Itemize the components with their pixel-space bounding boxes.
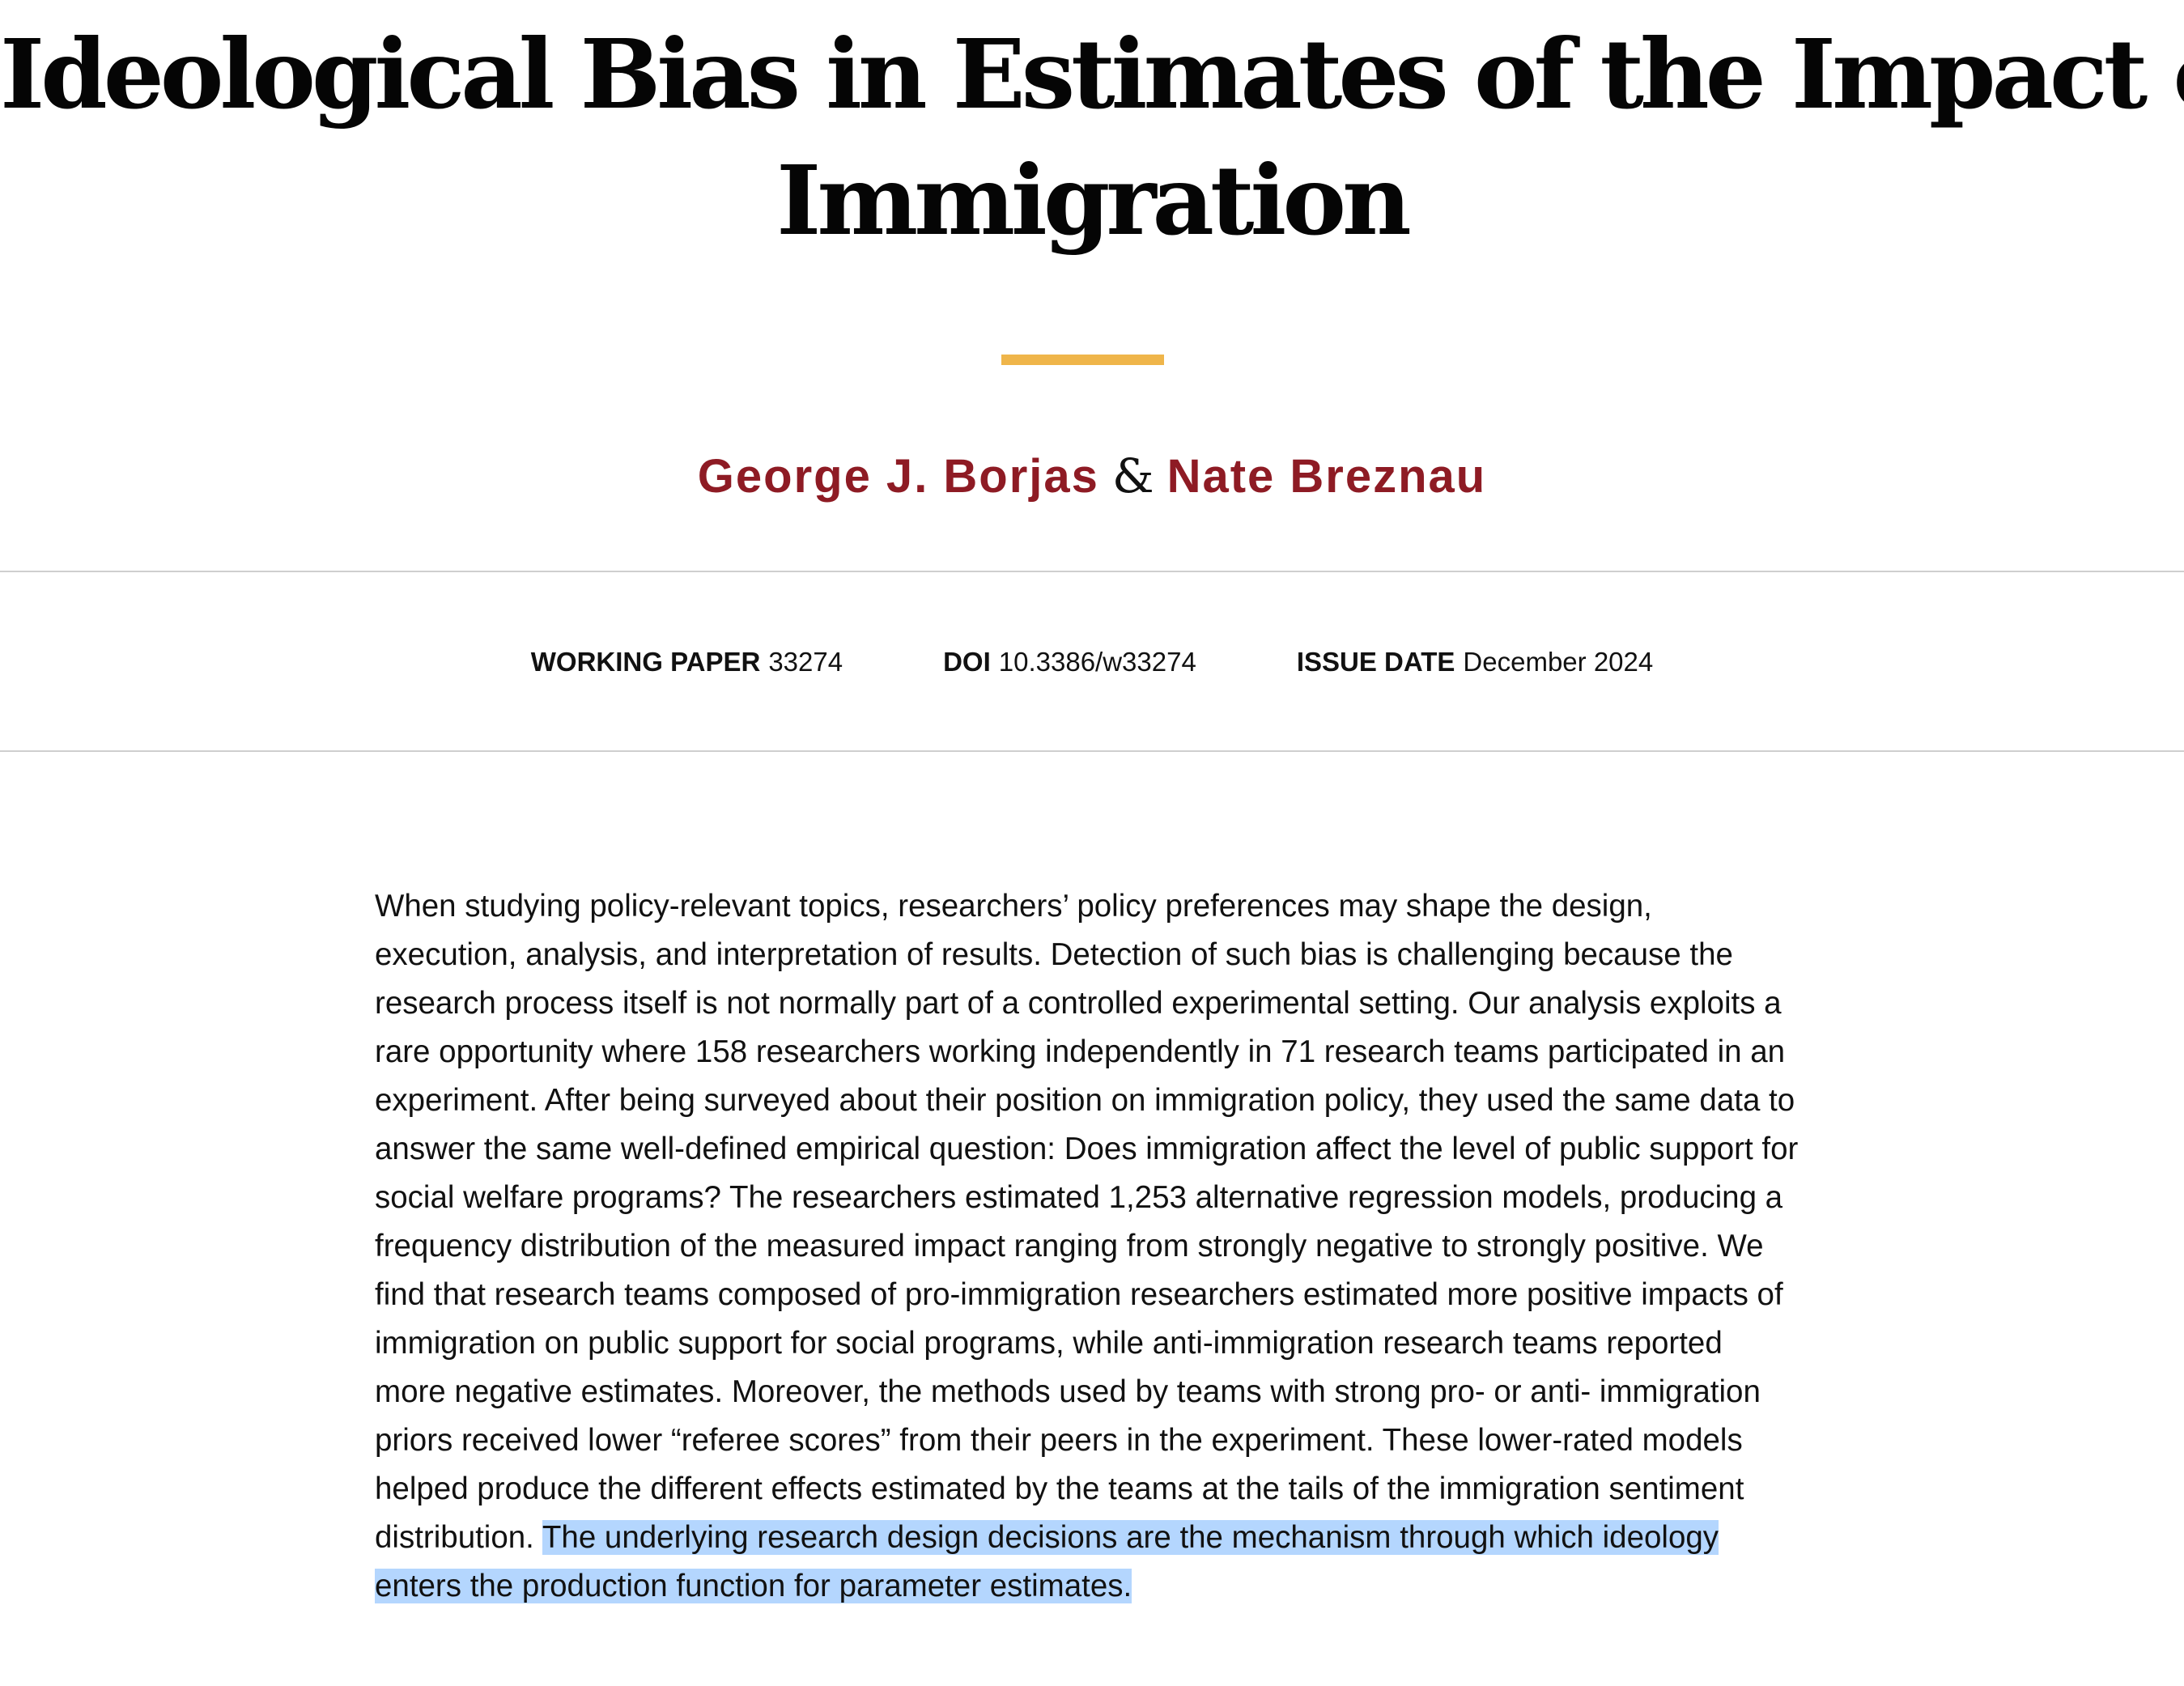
paper-title-line-2: Immigration bbox=[776, 144, 1412, 257]
working-paper-label: WORKING PAPER bbox=[530, 647, 761, 677]
paper-metadata: WORKING PAPER 33274 DOI 10.3386/w33274 ISS… bbox=[0, 641, 2184, 683]
paper-title-line-1: Ideological Bias in Estimates of the Imp… bbox=[0, 18, 2184, 130]
issue-date-value: December 2024 bbox=[1463, 647, 1654, 677]
paper-title: Ideological Bias in Estimates of the Imp… bbox=[0, 11, 2184, 264]
doi-label: DOI bbox=[943, 647, 991, 677]
author-link-borjas[interactable]: George J. Borjas bbox=[697, 450, 1099, 503]
working-paper-number: 33274 bbox=[768, 647, 843, 677]
author-link-breznau[interactable]: Nate Breznau bbox=[1166, 450, 1487, 503]
title-accent-bar bbox=[1001, 355, 1164, 365]
selected-text-highlight: The underlying research design decisions… bbox=[375, 1520, 1719, 1603]
doi-value: 10.3386/w33274 bbox=[998, 647, 1196, 677]
issue-date-label: ISSUE DATE bbox=[1296, 647, 1455, 677]
issue-date-info: ISSUE DATE December 2024 bbox=[1297, 641, 1653, 683]
author-separator: & bbox=[1111, 448, 1154, 503]
divider-bottom bbox=[0, 750, 2184, 752]
author-list: George J. Borjas & Nate Breznau bbox=[0, 444, 2184, 509]
abstract-body: When studying policy-relevant topics, re… bbox=[375, 889, 1799, 1555]
working-paper-info: WORKING PAPER 33274 bbox=[531, 641, 843, 683]
abstract-text: When studying policy-relevant topics, re… bbox=[375, 882, 1799, 1611]
divider-top bbox=[0, 571, 2184, 572]
doi-info: DOI 10.3386/w33274 bbox=[943, 641, 1196, 683]
